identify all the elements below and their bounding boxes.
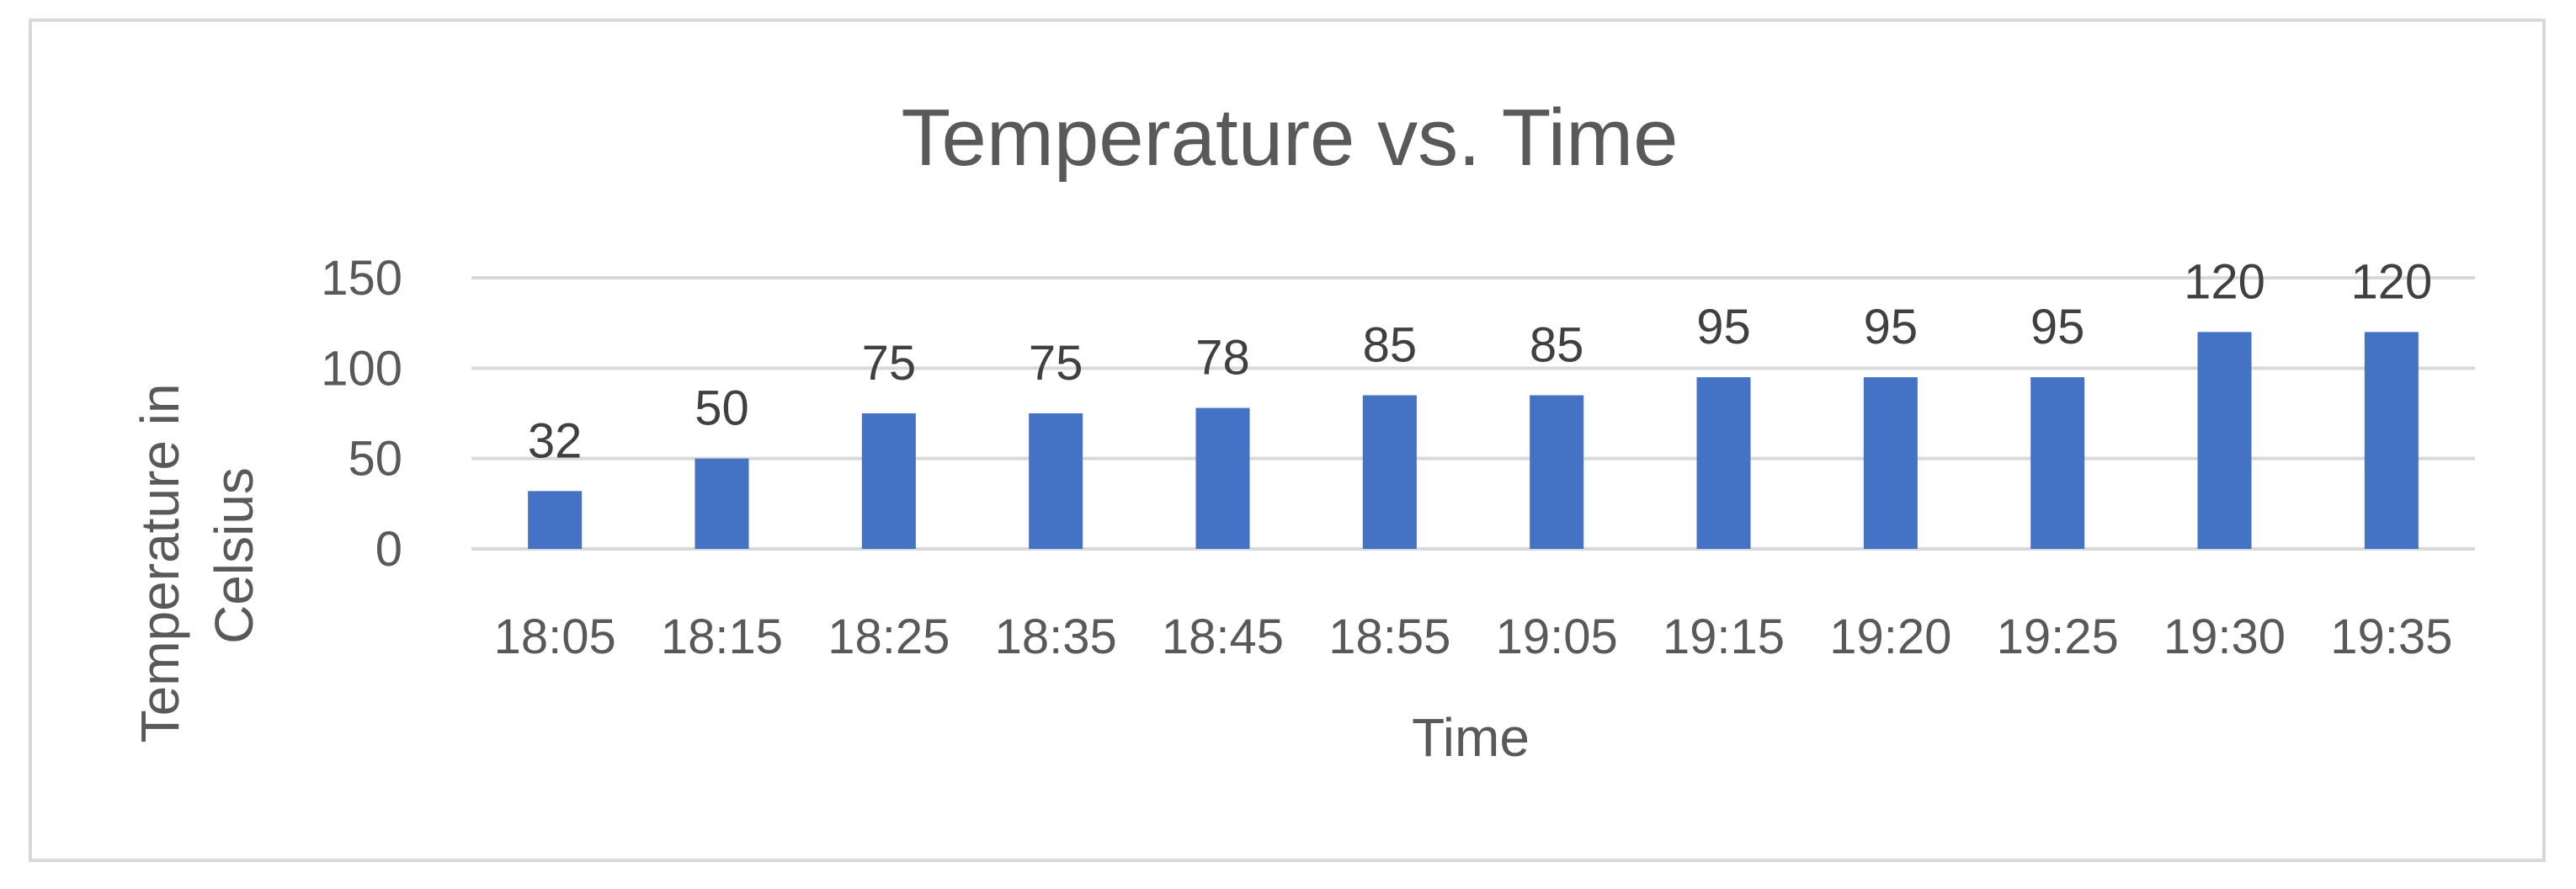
y-axis-title-line-1: Temperature in	[130, 383, 190, 743]
bar-19:25	[2030, 377, 2085, 549]
x-tick-label-18:15: 18:15	[661, 610, 783, 664]
y-tick-label-50: 50	[348, 432, 402, 487]
data-label-18:45: 78	[1195, 331, 1250, 386]
data-label-19:30: 120	[2184, 254, 2265, 309]
data-label-19:35: 120	[2350, 254, 2432, 309]
x-tick-label-18:35: 18:35	[995, 610, 1117, 664]
x-axis-ticks: 18:05 18:15 18:25 18:35 18:45 18:55 19:05 19:15…	[494, 610, 2453, 664]
bar-18:45	[1195, 407, 1250, 549]
chart-frame	[29, 19, 2546, 862]
chart-title: Temperature vs. Time	[902, 93, 1679, 183]
bar-19:35	[2364, 332, 2419, 549]
bar-18:05	[528, 491, 583, 549]
data-labels: 32 50 75 75 78 85 85 95 95 95 120 120	[528, 254, 2432, 468]
bar-19:05	[1530, 395, 1584, 549]
data-label-19:20: 95	[1864, 300, 1919, 354]
y-axis-title: Temperature in Celsius	[130, 369, 264, 743]
data-label-18:25: 75	[862, 336, 917, 391]
data-label-19:15: 95	[1696, 300, 1751, 354]
data-label-18:35: 75	[1029, 336, 1083, 391]
bar-18:15	[695, 458, 749, 549]
x-tick-label-19:20: 19:20	[1829, 610, 1951, 664]
x-tick-label-18:45: 18:45	[1162, 610, 1284, 664]
x-tick-label-19:30: 19:30	[2164, 610, 2286, 664]
y-tick-label-100: 100	[321, 341, 402, 396]
data-label-18:15: 50	[695, 381, 749, 436]
data-label-19:25: 95	[2030, 300, 2085, 354]
y-tick-label-150: 150	[321, 251, 402, 306]
y-axis-title-line-2: Celsius	[204, 467, 264, 644]
bar-18:25	[861, 413, 916, 549]
bars	[528, 332, 2419, 549]
x-axis-title: Time	[1412, 707, 1530, 768]
bar-19:15	[1696, 377, 1751, 549]
x-tick-label-19:05: 19:05	[1496, 610, 1618, 664]
gridlines	[471, 276, 2475, 551]
x-tick-label-18:05: 18:05	[494, 610, 616, 664]
bar-18:35	[1029, 413, 1083, 549]
bar-19:30	[2197, 332, 2252, 549]
x-tick-label-18:55: 18:55	[1328, 610, 1450, 664]
y-axis-ticks: 0 50 100 150	[321, 251, 402, 577]
data-label-18:55: 85	[1363, 318, 1418, 373]
x-tick-label-18:25: 18:25	[828, 610, 950, 664]
y-tick-label-0: 0	[375, 522, 402, 577]
x-tick-label-19:25: 19:25	[1997, 610, 2119, 664]
x-tick-label-19:15: 19:15	[1663, 610, 1785, 664]
data-label-18:05: 32	[528, 413, 583, 468]
bar-18:55	[1362, 395, 1417, 549]
data-label-19:05: 85	[1530, 318, 1584, 373]
x-tick-label-19:35: 19:35	[2330, 610, 2452, 664]
bar-19:20	[1863, 377, 1918, 549]
